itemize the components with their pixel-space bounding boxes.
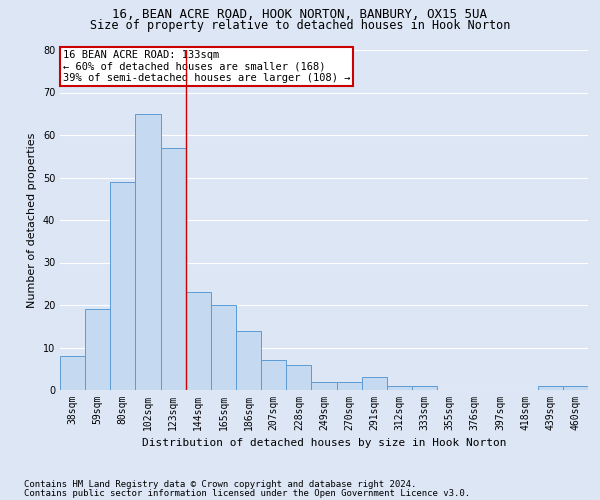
Bar [60,356,85,390]
Bar [211,305,236,390]
Bar [563,386,588,390]
Y-axis label: Number of detached properties: Number of detached properties [27,132,37,308]
Text: Contains HM Land Registry data © Crown copyright and database right 2024.: Contains HM Land Registry data © Crown c… [24,480,416,489]
Bar [110,182,136,390]
Bar [362,378,387,390]
Bar [311,382,337,390]
Bar [186,292,211,390]
Text: 16 BEAN ACRE ROAD: 133sqm
← 60% of detached houses are smaller (168)
39% of semi: 16 BEAN ACRE ROAD: 133sqm ← 60% of detac… [62,50,350,83]
Bar [387,386,412,390]
Bar [538,386,563,390]
Bar [412,386,437,390]
Bar [261,360,286,390]
Bar [286,364,311,390]
Bar [136,114,161,390]
Bar [236,330,261,390]
Text: 16, BEAN ACRE ROAD, HOOK NORTON, BANBURY, OX15 5UA: 16, BEAN ACRE ROAD, HOOK NORTON, BANBURY… [113,8,487,20]
Bar [85,309,110,390]
X-axis label: Distribution of detached houses by size in Hook Norton: Distribution of detached houses by size … [142,438,506,448]
Bar [337,382,362,390]
Bar [161,148,186,390]
Text: Size of property relative to detached houses in Hook Norton: Size of property relative to detached ho… [90,19,510,32]
Text: Contains public sector information licensed under the Open Government Licence v3: Contains public sector information licen… [24,489,470,498]
